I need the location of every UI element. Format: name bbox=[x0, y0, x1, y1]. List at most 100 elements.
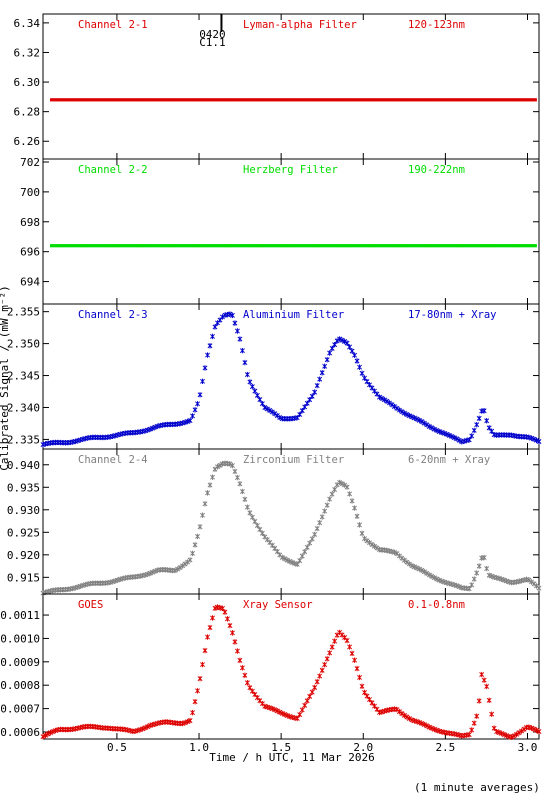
data-point bbox=[324, 357, 330, 363]
data-point bbox=[152, 568, 158, 574]
data-point bbox=[508, 244, 511, 248]
data-point bbox=[62, 726, 68, 733]
data-point bbox=[384, 98, 388, 102]
data-point bbox=[368, 98, 371, 102]
data-point bbox=[484, 98, 487, 102]
data-point bbox=[126, 98, 130, 102]
data-point bbox=[452, 98, 455, 102]
data-point bbox=[147, 98, 150, 102]
data-point bbox=[106, 98, 109, 102]
data-point bbox=[512, 244, 515, 248]
data-point bbox=[300, 244, 304, 248]
data-point bbox=[122, 244, 126, 248]
data-point bbox=[519, 433, 525, 440]
data-point bbox=[327, 496, 333, 502]
data-point bbox=[173, 98, 176, 102]
data-point bbox=[373, 244, 377, 248]
data-point bbox=[360, 98, 363, 102]
panel-channel-label: Channel 2-2 bbox=[78, 164, 148, 176]
data-point bbox=[142, 725, 148, 731]
data-point bbox=[170, 421, 176, 428]
data-point bbox=[326, 244, 330, 248]
data-point bbox=[515, 98, 519, 102]
data-point bbox=[496, 432, 502, 438]
data-point bbox=[435, 98, 438, 102]
data-point bbox=[429, 573, 435, 580]
data-point bbox=[289, 244, 292, 248]
data-point bbox=[531, 581, 537, 587]
x-tick-label: 0.5 bbox=[107, 741, 127, 754]
data-point bbox=[192, 542, 198, 548]
data-point bbox=[521, 244, 524, 248]
data-point bbox=[247, 685, 253, 691]
data-point bbox=[347, 244, 350, 248]
data-point bbox=[525, 98, 528, 102]
chart-panel-2: 694 696 698 700 702 Channel 2-2 Herzberg Filte… bbox=[20, 156, 540, 305]
data-point bbox=[137, 244, 141, 248]
data-point bbox=[471, 576, 477, 582]
data-point bbox=[296, 244, 300, 248]
data-point bbox=[232, 468, 238, 475]
data-point bbox=[197, 244, 201, 248]
data-point bbox=[314, 525, 320, 532]
data-point bbox=[225, 244, 229, 248]
data-point bbox=[401, 244, 405, 248]
data-point bbox=[89, 98, 92, 102]
data-point bbox=[364, 98, 367, 102]
data-point bbox=[242, 496, 248, 502]
data-point bbox=[471, 427, 477, 434]
data-point bbox=[100, 434, 106, 441]
series-points bbox=[40, 311, 542, 448]
data-point bbox=[216, 244, 219, 248]
data-point bbox=[411, 415, 417, 421]
data-point bbox=[330, 98, 334, 102]
data-point bbox=[403, 98, 406, 102]
data-point bbox=[246, 244, 249, 248]
data-point bbox=[61, 98, 64, 102]
data-point bbox=[66, 98, 70, 102]
data-point bbox=[444, 431, 450, 437]
data-point bbox=[283, 244, 287, 248]
data-point bbox=[329, 345, 335, 352]
panel-band-label: 17-80nm + Xray bbox=[408, 309, 497, 321]
data-point bbox=[140, 726, 146, 732]
data-point bbox=[85, 244, 88, 248]
data-point bbox=[489, 428, 495, 434]
data-point bbox=[249, 688, 255, 694]
data-point bbox=[126, 244, 130, 248]
data-point bbox=[422, 244, 425, 248]
data-point bbox=[487, 244, 491, 248]
data-point bbox=[412, 244, 416, 248]
data-point bbox=[513, 98, 517, 102]
data-point bbox=[186, 98, 189, 102]
data-point bbox=[502, 98, 506, 102]
data-point bbox=[401, 98, 405, 102]
data-point bbox=[381, 98, 384, 102]
data-point bbox=[141, 244, 145, 248]
data-point bbox=[339, 98, 343, 102]
data-point bbox=[78, 98, 81, 102]
data-point bbox=[506, 98, 509, 102]
data-point bbox=[298, 244, 302, 248]
data-point bbox=[210, 98, 214, 102]
data-point bbox=[152, 98, 156, 102]
data-point bbox=[186, 244, 189, 248]
panel-filter-label: Lyman-alpha Filter bbox=[243, 19, 357, 31]
data-point bbox=[397, 98, 401, 102]
data-point bbox=[309, 393, 315, 400]
data-point bbox=[235, 98, 238, 102]
data-point bbox=[491, 244, 494, 248]
data-point bbox=[517, 98, 521, 102]
data-point bbox=[187, 417, 193, 424]
data-point bbox=[461, 98, 464, 102]
data-point bbox=[151, 244, 154, 248]
data-point bbox=[203, 98, 206, 102]
data-point bbox=[329, 491, 335, 497]
data-point bbox=[366, 244, 369, 248]
data-point bbox=[83, 244, 87, 248]
data-point bbox=[406, 715, 412, 722]
data-point bbox=[386, 400, 392, 406]
chart-panel-5: 0.0006 0.0007 0.0008 0.0009 0.0010 0.0011 GOES… bbox=[0, 593, 542, 740]
data-point bbox=[282, 416, 288, 422]
data-point bbox=[345, 244, 348, 248]
